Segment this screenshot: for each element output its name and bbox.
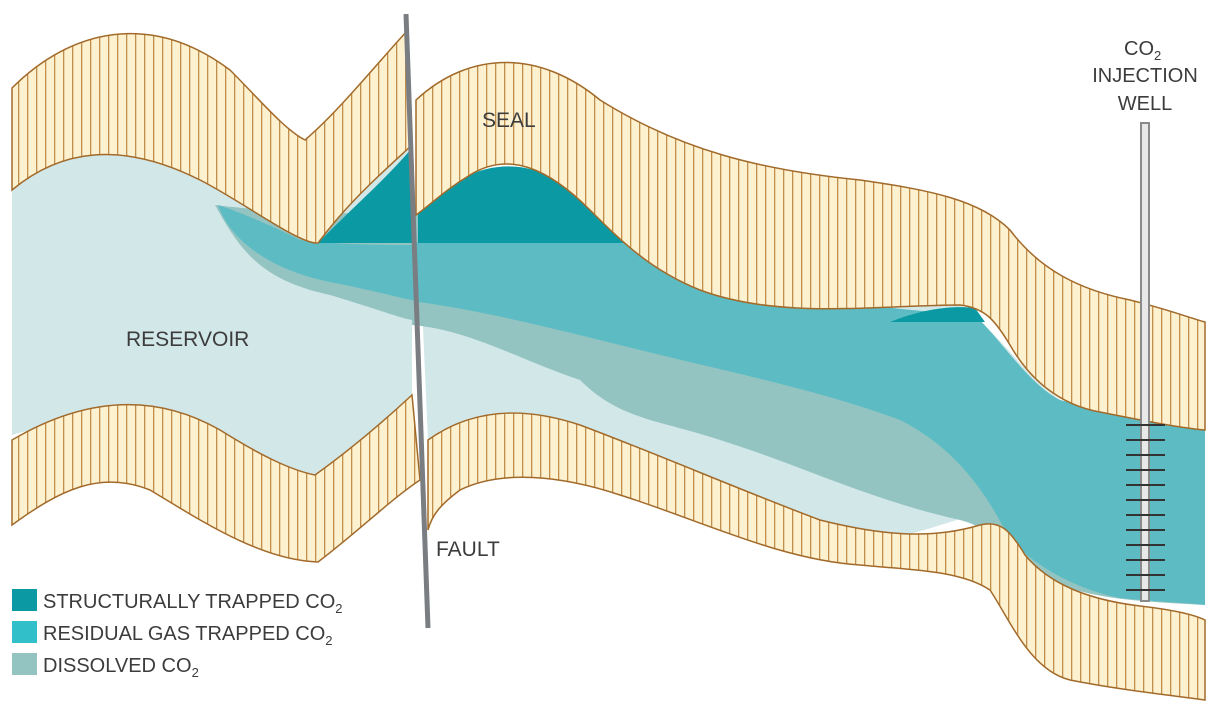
well-label-injection: INJECTION [1092, 65, 1198, 87]
well-label: CO2 INJECTION WELL [1092, 38, 1198, 115]
svg-text:DISSOLVED CO2: DISSOLVED CO2 [43, 655, 199, 680]
legend-label-structural: STRUCTURALLY TRAPPED CO [43, 591, 335, 613]
legend-item-structural: STRUCTURALLY TRAPPED CO2 [12, 589, 343, 616]
fault-label: FAULT [436, 538, 500, 561]
fault-line [403, 13, 431, 629]
seal-layer [11, 28, 1206, 431]
residual-gas-co2-zone [218, 205, 1205, 605]
injection-well [1126, 122, 1165, 602]
well-label-sub: 2 [1154, 48, 1161, 63]
svg-text:STRUCTURALLY TRAPPED CO2: STRUCTURALLY TRAPPED CO2 [43, 591, 343, 616]
legend-item-dissolved: DISSOLVED CO2 [12, 653, 199, 680]
svg-text:CO2: CO2 [1124, 38, 1161, 63]
well-label-well: WELL [1118, 93, 1172, 115]
legend-swatch-structural [12, 589, 37, 611]
legend: STRUCTURALLY TRAPPED CO2 RESIDUAL GAS TR… [12, 589, 343, 680]
legend-item-residual: RESIDUAL GAS TRAPPED CO2 [12, 621, 333, 648]
legend-label-dissolved: DISSOLVED CO [43, 655, 192, 677]
legend-swatch-dissolved [12, 653, 37, 675]
base-layer [11, 393, 1206, 701]
svg-text:RESIDUAL GAS TRAPPED CO2: RESIDUAL GAS TRAPPED CO2 [43, 623, 333, 648]
legend-swatch-residual [12, 621, 37, 643]
legend-label-residual: RESIDUAL GAS TRAPPED CO [43, 623, 325, 645]
seal-label: SEAL [482, 109, 536, 132]
well-label-co: CO [1124, 38, 1154, 60]
reservoir-label: RESERVOIR [126, 328, 249, 351]
structural-co2-zones [318, 148, 985, 322]
